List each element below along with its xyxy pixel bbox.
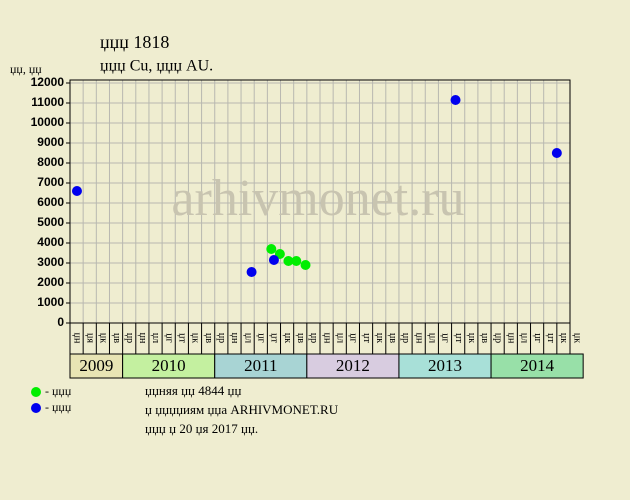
chart-subtitle: џџџ Cu, џџџ AU.	[100, 58, 213, 75]
x-tick-label: џк	[466, 333, 477, 343]
legend-marker	[31, 387, 41, 397]
data-point	[71, 186, 82, 196]
legend-marker	[31, 403, 41, 413]
data-point	[551, 148, 562, 158]
x-tick-label: џт	[453, 333, 464, 343]
y-tick-label: 3000	[37, 255, 64, 269]
y-tick-label: 10000	[31, 115, 65, 129]
x-tick-label: џг	[532, 333, 543, 342]
x-tick-label: џк	[374, 333, 385, 343]
x-tick-label: џт	[545, 333, 556, 343]
data-point	[300, 260, 311, 270]
plot-frame	[69, 79, 571, 355]
y-tick-label: 1000	[37, 295, 64, 309]
x-tick-label: џл	[150, 333, 161, 343]
y-tick-label: 0	[57, 315, 64, 329]
x-tick-label: џл	[242, 333, 253, 343]
x-tick-label: џр	[400, 333, 411, 343]
data-point	[266, 244, 277, 254]
year-band	[398, 353, 492, 379]
y-tick-label: 11000	[31, 95, 64, 109]
x-tick-label: џн	[229, 333, 240, 344]
marks: - џџџ - џџџ џџняя џџ 4844 џџ џ џџџџиям џџа …	[31, 95, 562, 436]
legend-label: - џџџ	[45, 400, 72, 414]
x-tick-label: џр	[124, 333, 135, 343]
y-axis-label: џџ, џџ	[10, 62, 42, 76]
footer-text: џ џџџџиям џџа ARHIVMONET.RU	[145, 402, 339, 417]
year-label: 2012	[336, 356, 370, 375]
data-point	[268, 255, 279, 265]
year-label: 2013	[428, 356, 462, 375]
x-tick-label: џг	[255, 333, 266, 342]
x-tick-label: џр	[216, 333, 227, 343]
x-tick-label: џк	[190, 333, 201, 343]
data-point	[291, 256, 302, 266]
year-label: 2009	[79, 356, 113, 375]
year-band	[490, 353, 584, 379]
legend-label: - џџџ	[45, 384, 72, 398]
data-point	[283, 256, 294, 266]
y-tick-label: 9000	[37, 135, 64, 149]
y-tick-label: 7000	[37, 175, 64, 189]
year-label: 2011	[244, 356, 277, 375]
x-tick-label: џв	[387, 333, 398, 343]
x-tick-label: џк	[98, 333, 109, 343]
watermark: arhivmonet.ru	[171, 170, 464, 227]
y-tick-label: 12000	[31, 75, 65, 89]
x-tick-label: џл	[427, 333, 438, 343]
y-tick-label: 6000	[37, 195, 64, 209]
x-tick-label: џв	[479, 333, 490, 343]
x-tick-label: џт	[269, 333, 280, 343]
y-tick-label: 4000	[37, 235, 64, 249]
y-tick-label: 2000	[37, 275, 64, 289]
x-tick-label: џв	[295, 333, 306, 343]
year-band	[122, 353, 216, 379]
x-tick-label: џн	[71, 333, 82, 344]
x-tick-label: џк	[282, 333, 293, 343]
plot-area: 0 1000 2000 3000 4000 5000 6000 7000 8000 9000 100…	[31, 75, 584, 379]
x-tick-label: џк	[558, 333, 569, 343]
x-tick-label: џн	[505, 333, 516, 344]
x-tick-label: џн	[137, 333, 148, 344]
year-label: 2010	[152, 356, 186, 375]
x-tick-label: џя	[84, 333, 95, 343]
x-tick-label: џт	[177, 333, 188, 343]
year-label: 2014	[520, 356, 555, 375]
x-tick-label: џн	[321, 333, 332, 344]
x-tick-label: џл	[334, 333, 345, 343]
x-tick-label: џр	[308, 333, 319, 343]
footer-text: џџняя џџ 4844 џџ	[145, 383, 241, 398]
y-tick-label: 8000	[37, 155, 64, 169]
data-point	[450, 95, 461, 105]
x-tick-label: џл	[519, 333, 530, 343]
x-tick-label: џр	[492, 333, 503, 343]
x-tick-label: џт	[361, 333, 372, 343]
x-tick-label: џг	[348, 333, 359, 342]
footer-text: џџџ џ 20 џя 2017 џџ.	[145, 421, 258, 436]
x-tick-label: џв	[203, 333, 214, 343]
x-tick-label: џг	[440, 333, 451, 342]
y-tick-label: 5000	[37, 215, 64, 229]
x-tick-label: џг	[163, 333, 174, 342]
x-tick-label: џк	[571, 333, 582, 343]
x-tick-label: џв	[111, 333, 122, 343]
x-tick-label: џн	[413, 333, 424, 344]
chart-title: џџџ 1818	[100, 32, 169, 52]
data-point	[246, 267, 257, 277]
